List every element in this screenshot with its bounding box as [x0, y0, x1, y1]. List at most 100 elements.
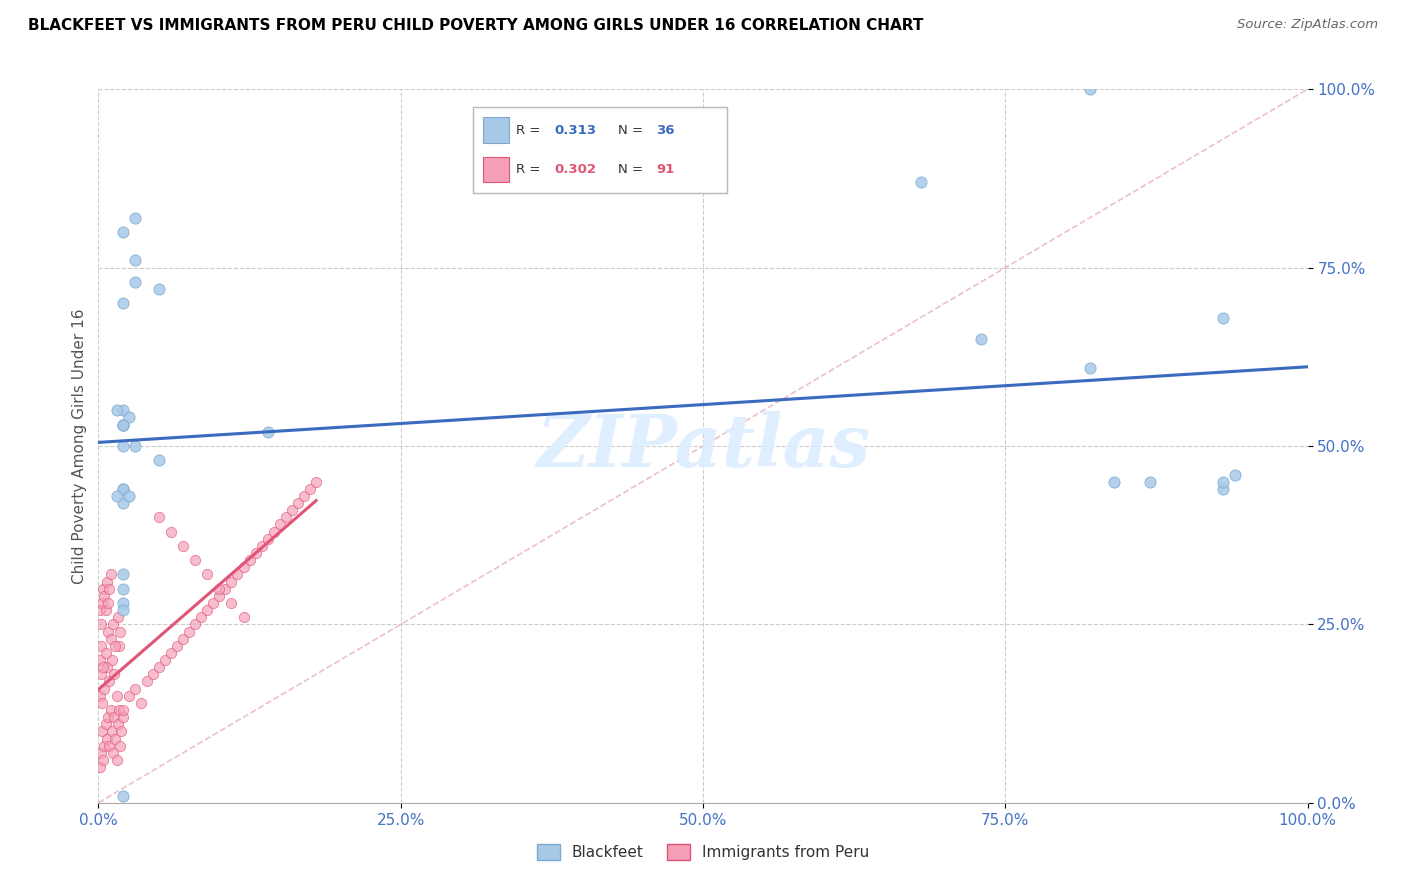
Point [226, 567, 249, 582]
Point [177, 624, 201, 639]
Point [142, 667, 165, 681]
Text: BLACKFEET VS IMMIGRANTS FROM PERU CHILD POVERTY AMONG GIRLS UNDER 16 CORRELATION: BLACKFEET VS IMMIGRANTS FROM PERU CHILD … [28, 18, 924, 33]
Point [124, 439, 146, 453]
Point [256, 425, 278, 439]
Text: ZIPatlas: ZIPatlas [536, 410, 870, 482]
Point [208, 589, 231, 603]
Point [101, 617, 124, 632]
Point [124, 681, 146, 696]
Point [94, 717, 117, 731]
Point [98, 739, 121, 753]
Point [90, 746, 112, 760]
Point [111, 703, 134, 717]
Point [172, 632, 194, 646]
Point [221, 574, 243, 589]
Point [94, 646, 117, 660]
Point [1139, 475, 1161, 489]
Point [91, 596, 114, 610]
Point [107, 610, 129, 624]
Point [93, 589, 115, 603]
Point [108, 703, 131, 717]
Point [184, 617, 207, 632]
Point [305, 475, 328, 489]
Point [1102, 475, 1125, 489]
Point [89, 689, 111, 703]
Point [96, 574, 118, 589]
Point [111, 596, 134, 610]
Point [910, 175, 932, 189]
Point [160, 646, 183, 660]
Point [124, 211, 146, 225]
Point [89, 603, 111, 617]
Point [153, 653, 176, 667]
Point [98, 582, 121, 596]
Point [90, 639, 112, 653]
Point [190, 610, 212, 624]
Point [148, 660, 170, 674]
Point [90, 667, 112, 681]
Point [111, 403, 134, 417]
Point [195, 567, 218, 582]
Point [239, 553, 262, 567]
Point [100, 632, 122, 646]
Point [97, 624, 120, 639]
Point [111, 582, 134, 596]
Point [292, 489, 315, 503]
Point [111, 710, 134, 724]
Point [172, 539, 194, 553]
Point [98, 674, 121, 689]
Point [232, 560, 254, 574]
Point [105, 689, 128, 703]
Point [91, 696, 114, 710]
Point [1212, 475, 1234, 489]
Point [148, 453, 170, 467]
Point [214, 582, 236, 596]
Point [100, 724, 122, 739]
Point [1212, 482, 1234, 496]
Point [104, 639, 127, 653]
Point [124, 253, 146, 268]
Point [91, 724, 114, 739]
Point [105, 403, 128, 417]
Point [250, 539, 273, 553]
Point [148, 282, 170, 296]
Point [281, 503, 304, 517]
Point [91, 753, 114, 767]
Point [108, 624, 131, 639]
Point [263, 524, 285, 539]
Point [111, 496, 134, 510]
Point [124, 275, 146, 289]
Point [269, 517, 291, 532]
Point [111, 417, 134, 432]
Text: Source: ZipAtlas.com: Source: ZipAtlas.com [1237, 18, 1378, 31]
Point [93, 739, 115, 753]
Point [118, 410, 141, 425]
Point [1078, 82, 1101, 96]
Point [110, 724, 132, 739]
Point [256, 532, 278, 546]
Point [111, 603, 134, 617]
Point [274, 510, 297, 524]
Point [1212, 310, 1234, 325]
Point [103, 667, 125, 681]
Point [148, 510, 170, 524]
Point [94, 603, 117, 617]
Point [91, 660, 114, 674]
Point [111, 439, 134, 453]
Point [93, 681, 115, 696]
Point [97, 596, 120, 610]
Point [105, 753, 128, 767]
Point [89, 760, 111, 774]
Point [100, 703, 122, 717]
Point [221, 596, 243, 610]
Point [160, 524, 183, 539]
Point [97, 710, 120, 724]
Point [298, 482, 321, 496]
Point [111, 567, 134, 582]
Point [202, 596, 225, 610]
Point [108, 639, 131, 653]
Point [970, 332, 993, 346]
Point [208, 582, 231, 596]
Point [245, 546, 267, 560]
Point [96, 660, 118, 674]
